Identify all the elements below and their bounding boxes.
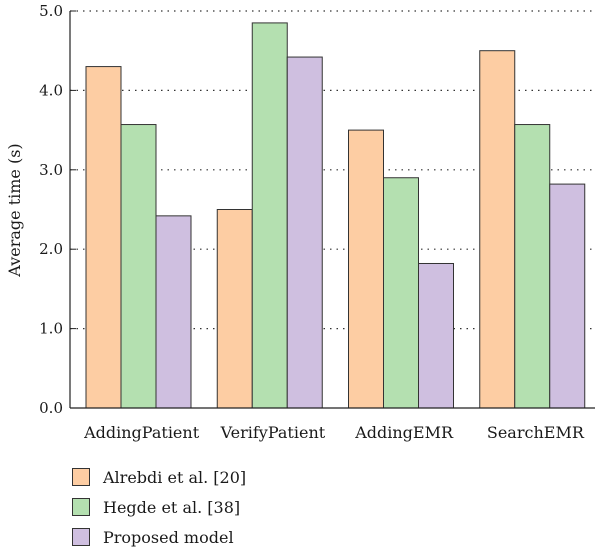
bar-AddingPatient-0 <box>85 66 122 409</box>
x-category-label-1: VerifyPatient <box>220 423 326 442</box>
bar-SearchEMR-1 <box>514 124 551 409</box>
y-tick-label-0: 0.0 <box>39 399 63 417</box>
x-category-label-3: SearchEMR <box>487 423 585 442</box>
y-tick-labels: 0.0 1.0 2.0 3.0 4.0 5.0 <box>39 2 63 417</box>
y-tick-label-3: 3.0 <box>39 161 63 179</box>
legend-item-hegde: Hegde et al. [38] <box>72 492 246 522</box>
x-category-label-2: AddingEMR <box>354 423 454 442</box>
legend-item-alrebdi: Alrebdi et al. [20] <box>72 462 246 492</box>
legend-swatch-alrebdi <box>72 468 90 486</box>
bar-AddingEMR-1 <box>383 177 419 409</box>
x-category-label-0: AddingPatient <box>83 423 200 442</box>
bar-VerifyPatient-0 <box>216 209 253 409</box>
x-category-labels: AddingPatient VerifyPatient AddingEMR Searc… <box>83 423 585 442</box>
y-tick-label-2: 2.0 <box>39 240 63 258</box>
y-tick-label-5: 5.0 <box>39 2 63 20</box>
bar-SearchEMR-0 <box>479 50 516 409</box>
legend-label-proposed: Proposed model <box>103 527 234 547</box>
legend-label-hegde: Hegde et al. [38] <box>103 497 241 517</box>
bar-VerifyPatient-2 <box>286 56 323 409</box>
y-axis-title: Average time (s) <box>5 143 24 277</box>
legend-label-alrebdi: Alrebdi et al. [20] <box>103 467 247 487</box>
legend-swatch-proposed <box>72 528 90 546</box>
bar-AddingPatient-2 <box>155 215 192 409</box>
bar-AddingPatient-1 <box>120 124 157 409</box>
legend: Alrebdi et al. [20] Hegde et al. [38] Pr… <box>72 462 246 552</box>
y-tick-label-4: 4.0 <box>39 81 63 99</box>
bar-AddingEMR-2 <box>418 262 454 409</box>
bar-chart: 0.0 1.0 2.0 3.0 4.0 5.0 AddingPatient VerifyPa… <box>5 2 595 442</box>
legend-item-proposed: Proposed model <box>72 522 246 552</box>
bar-SearchEMR-2 <box>549 183 586 409</box>
bar-VerifyPatient-1 <box>251 22 288 409</box>
bar-AddingEMR-0 <box>348 129 384 409</box>
legend-swatch-hegde <box>72 498 90 516</box>
axes <box>69 10 595 409</box>
y-tick-label-1: 1.0 <box>39 320 63 338</box>
bars <box>85 22 586 409</box>
